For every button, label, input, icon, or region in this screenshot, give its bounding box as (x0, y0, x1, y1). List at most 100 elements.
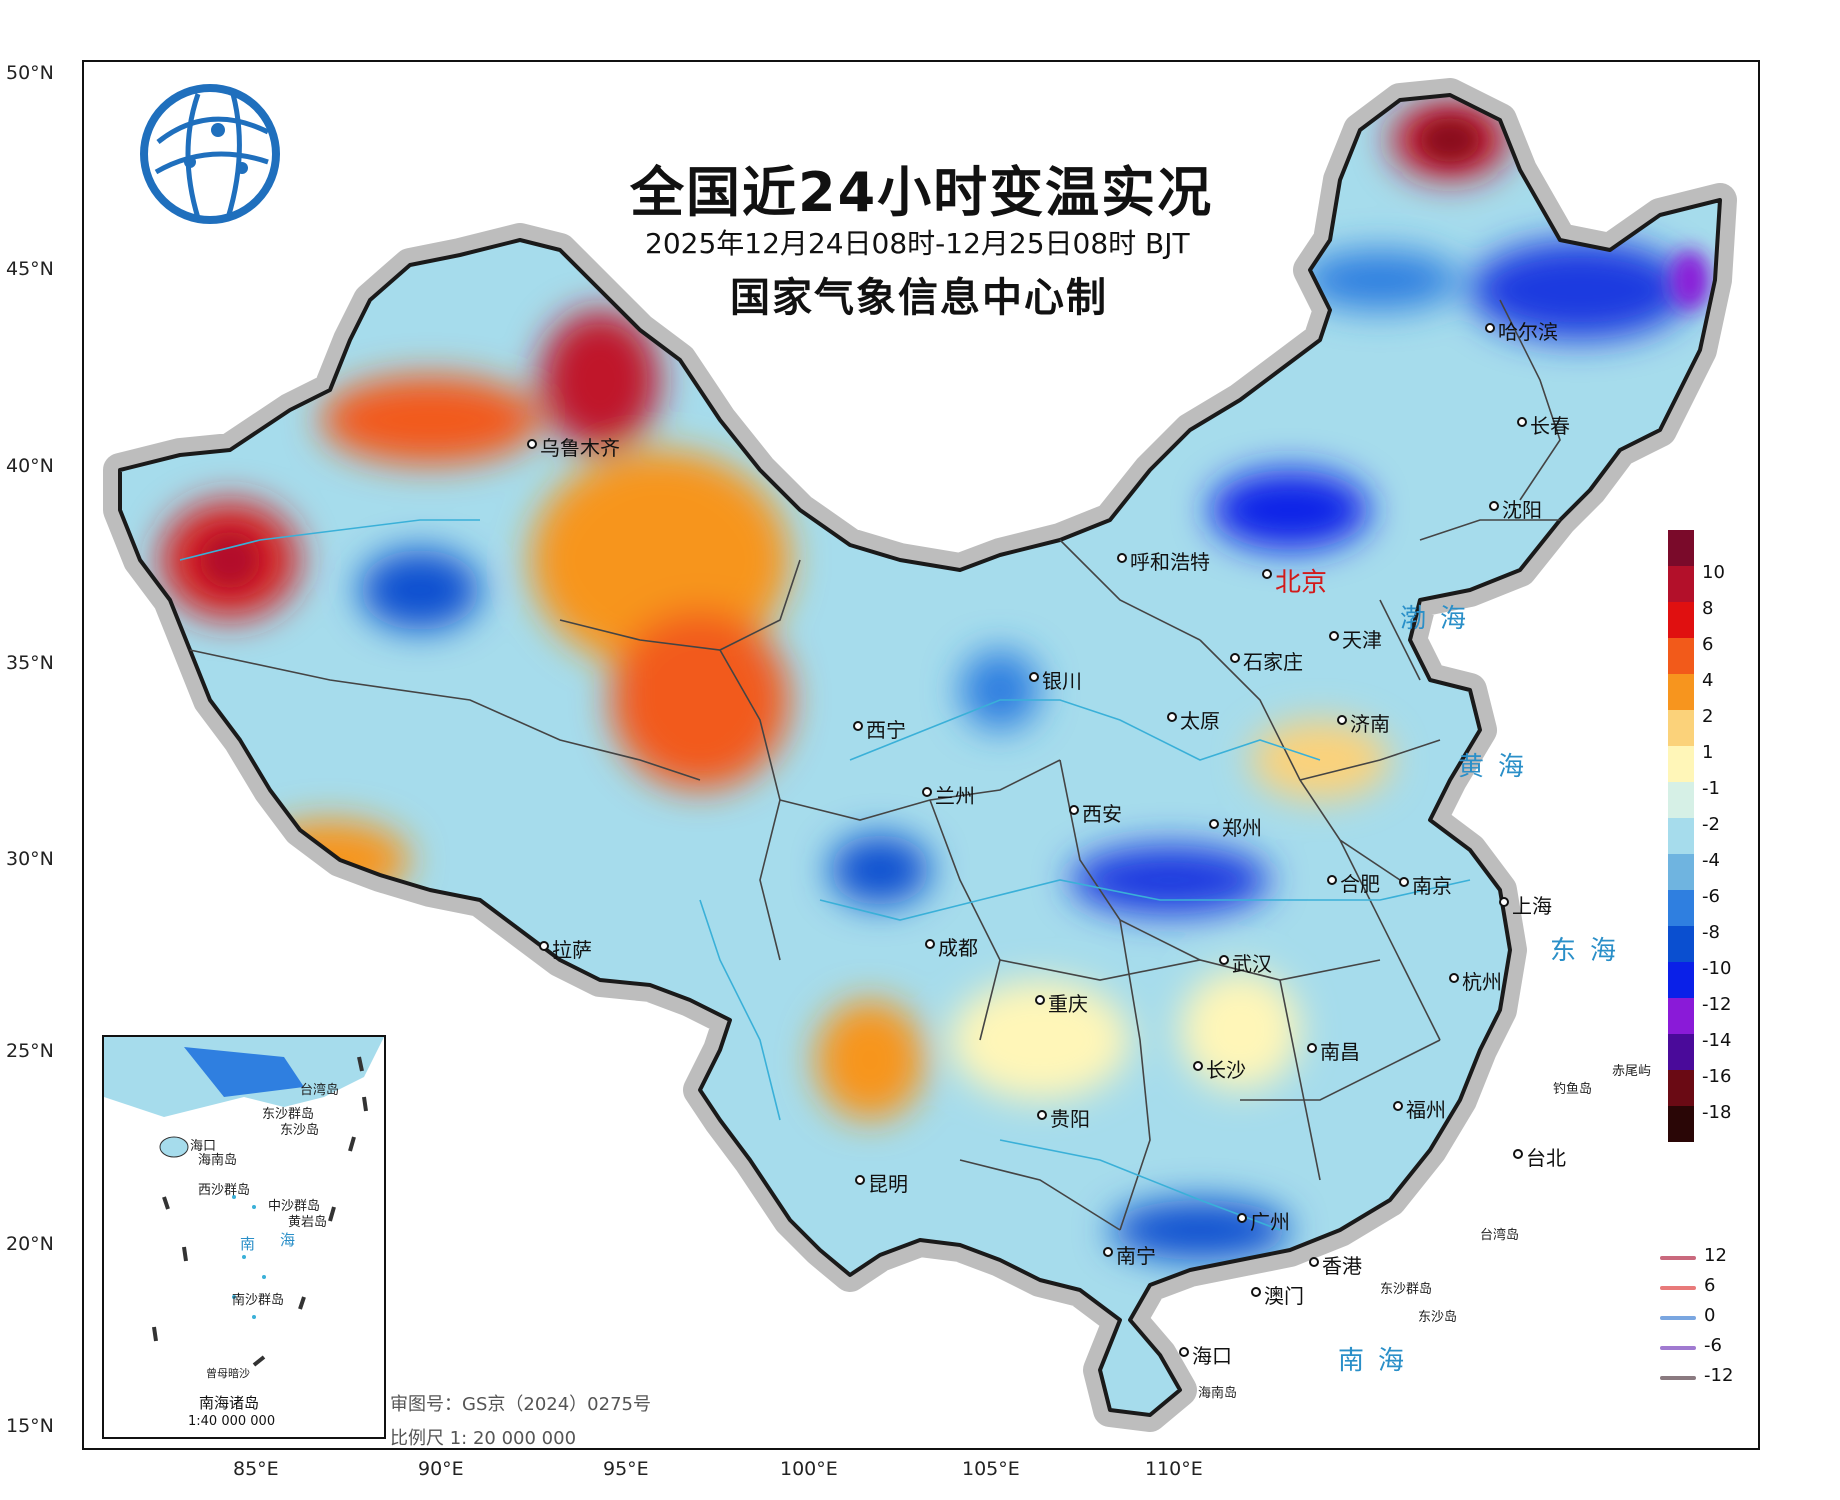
map-maker: 国家气象信息中心制 (730, 275, 1108, 321)
line-swatch (1660, 1316, 1696, 1320)
lon-label: 95°E (603, 1458, 649, 1480)
inset-label: 海口 (190, 1139, 217, 1154)
island-label: 东沙群岛 (1380, 1282, 1433, 1297)
city-label: 南京 (1412, 874, 1452, 898)
city-marker (1117, 553, 1127, 563)
inset-label: 海 (280, 1231, 296, 1249)
city-label: 呼和浩特 (1130, 550, 1210, 574)
legend-color-swatch (1668, 1070, 1694, 1106)
city-marker (1103, 1247, 1113, 1257)
inset-label: 黄岩岛 (288, 1215, 328, 1230)
legend-tick: 8 (1702, 598, 1714, 619)
city-label: 澳门 (1264, 1284, 1304, 1308)
lat-label: 25°N (6, 1040, 54, 1062)
legend-tick: -1 (1702, 778, 1720, 799)
legend-color-swatch (1668, 710, 1694, 746)
legend-color-swatch (1668, 1106, 1694, 1142)
city-label: 拉萨 (552, 938, 592, 962)
island-label: 海南岛 (1198, 1386, 1238, 1401)
legend-color-swatch (1668, 782, 1694, 818)
line-legend-row: -12 (1660, 1365, 1840, 1391)
city-label: 海口 (1192, 1344, 1232, 1368)
city-label: 贵阳 (1050, 1107, 1090, 1131)
city-marker (1499, 897, 1509, 907)
legend-color-swatch (1668, 674, 1694, 710)
lat-label: 15°N (6, 1415, 54, 1437)
lat-label: 45°N (6, 258, 54, 280)
city-marker (922, 787, 932, 797)
inset-label: 曾母暗沙 (206, 1367, 250, 1380)
city-marker (1329, 631, 1339, 641)
inset-label: 西沙群岛 (198, 1183, 251, 1198)
island-label: 东沙岛 (1418, 1310, 1458, 1325)
city-marker (1517, 417, 1527, 427)
city-marker (1262, 569, 1272, 579)
inset-scale: 1:40 000 000 (188, 1414, 276, 1429)
line-legend-row: 0 (1660, 1305, 1840, 1331)
lat-label: 20°N (6, 1233, 54, 1255)
city-marker (1209, 819, 1219, 829)
lat-label: 30°N (6, 848, 54, 870)
legend-tick: -8 (1702, 922, 1720, 943)
city-marker (1167, 712, 1177, 722)
legend-tick: 2 (1702, 706, 1714, 727)
island-label: 钓鱼岛 (1553, 1082, 1593, 1097)
line-legend-label: 6 (1704, 1275, 1716, 1296)
island-label: 赤尾屿 (1612, 1064, 1652, 1079)
legend-color-swatch (1668, 818, 1694, 854)
legend-tick: 1 (1702, 742, 1714, 763)
city-marker (1393, 1101, 1403, 1111)
city-marker (1327, 875, 1337, 885)
legend-color-swatch (1668, 638, 1694, 674)
inset-label: 台湾岛 (300, 1083, 340, 1098)
city-marker (1399, 877, 1409, 887)
city-label: 成都 (938, 936, 978, 960)
inset-label: 海南岛 (198, 1153, 238, 1168)
legend-tick: 4 (1702, 670, 1714, 691)
lat-label: 40°N (6, 455, 54, 477)
city-marker (1513, 1149, 1523, 1159)
line-legend-row: -6 (1660, 1335, 1840, 1361)
city-label: 福州 (1406, 1098, 1446, 1122)
city-label: 杭州 (1462, 970, 1502, 994)
city-marker (1035, 995, 1045, 1005)
line-legend-row: 12 (1660, 1245, 1840, 1271)
inset-map (104, 1037, 384, 1367)
city-marker (1230, 653, 1240, 663)
map-subtitle: 2025年12月24日08时-12月25日08时 BJT (645, 227, 1190, 260)
line-legend-label: -6 (1704, 1335, 1722, 1356)
sea-label-donghai: 东海 (1550, 936, 1631, 966)
line-swatch (1660, 1376, 1696, 1380)
legend-color-swatch (1668, 890, 1694, 926)
legend-color-swatch (1668, 962, 1694, 998)
cma-logo-icon (140, 84, 280, 224)
line-swatch (1660, 1346, 1696, 1350)
city-label: 西安 (1082, 802, 1122, 826)
legend-tick: -16 (1702, 1066, 1732, 1087)
country-border (118, 93, 1722, 1417)
lon-label: 85°E (233, 1458, 279, 1480)
line-legend-label: 0 (1704, 1305, 1716, 1326)
map-title: 全国近24小时变温实况 (630, 161, 1214, 224)
city-label: 哈尔滨 (1498, 320, 1558, 344)
map-scale: 比例尺 1: 20 000 000 (390, 1428, 577, 1449)
legend-tick: -14 (1702, 1030, 1732, 1051)
legend-color-swatch (1668, 746, 1694, 782)
city-marker (1337, 715, 1347, 725)
city-label: 南昌 (1320, 1040, 1360, 1064)
city-label: 郑州 (1222, 816, 1262, 840)
city-label: 广州 (1250, 1210, 1290, 1234)
city-marker (1251, 1287, 1261, 1297)
city-marker (527, 439, 537, 449)
city-label: 长沙 (1206, 1058, 1246, 1082)
city-marker (853, 721, 863, 731)
city-marker (1309, 1257, 1319, 1267)
inset-label: 东沙群岛 (262, 1107, 315, 1122)
line-legend-label: 12 (1704, 1245, 1727, 1266)
city-label: 南宁 (1116, 1244, 1156, 1268)
legend-tick: 10 (1702, 562, 1725, 583)
city-marker (1219, 955, 1229, 965)
line-legend-label: -12 (1704, 1365, 1734, 1386)
inset-label: 中沙群岛 (268, 1199, 321, 1214)
